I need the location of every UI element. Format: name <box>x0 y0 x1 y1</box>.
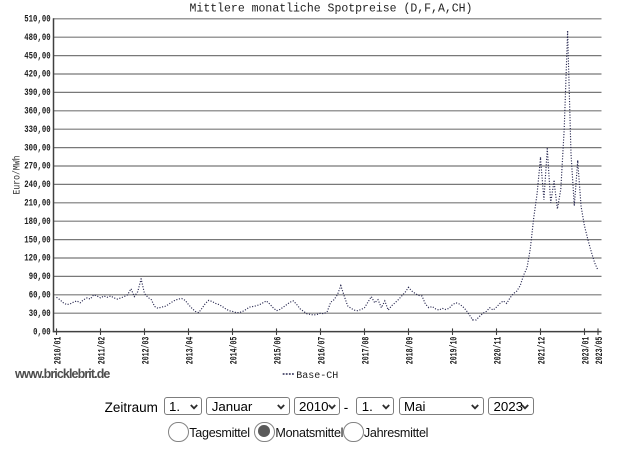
svg-text:Base-CH: Base-CH <box>296 371 338 382</box>
svg-text:390,00: 390,00 <box>24 88 50 99</box>
svg-text:120,00: 120,00 <box>24 254 50 265</box>
svg-text:60,00: 60,00 <box>29 291 51 302</box>
svg-text:330,00: 330,00 <box>24 125 50 136</box>
svg-text:30,00: 30,00 <box>29 309 51 320</box>
svg-text:240,00: 240,00 <box>24 180 50 191</box>
svg-text:2012/03: 2012/03 <box>141 337 153 365</box>
svg-text:2021/12: 2021/12 <box>537 337 549 365</box>
svg-text:2023/01: 2023/01 <box>581 337 593 365</box>
svg-text:0,00: 0,00 <box>33 327 51 338</box>
svg-text:2014/05: 2014/05 <box>229 337 241 365</box>
svg-text:360,00: 360,00 <box>24 107 50 118</box>
svg-text:300,00: 300,00 <box>24 143 50 154</box>
svg-text:2019/10: 2019/10 <box>449 337 461 365</box>
svg-text:2023/05: 2023/05 <box>594 337 606 365</box>
svg-text:2017/08: 2017/08 <box>361 337 373 365</box>
svg-text:420,00: 420,00 <box>24 70 50 81</box>
svg-text:510,00: 510,00 <box>24 15 50 26</box>
svg-text:2018/09: 2018/09 <box>405 337 417 365</box>
svg-text:2020/11: 2020/11 <box>493 337 505 365</box>
svg-text:Euro/MWh: Euro/MWh <box>12 156 24 195</box>
svg-text:180,00: 180,00 <box>24 217 50 228</box>
svg-text:480,00: 480,00 <box>24 33 50 44</box>
svg-text:2010/01: 2010/01 <box>53 337 65 365</box>
svg-text:2015/06: 2015/06 <box>273 337 285 365</box>
svg-text:2011/02: 2011/02 <box>97 337 109 365</box>
svg-text:Mittlere monatliche Spotpreise: Mittlere monatliche Spotpreise (D,F,A,CH… <box>190 3 473 16</box>
svg-text:2016/07: 2016/07 <box>317 337 329 365</box>
svg-text:270,00: 270,00 <box>24 162 50 173</box>
svg-text:450,00: 450,00 <box>24 51 50 62</box>
svg-text:2013/04: 2013/04 <box>185 337 197 365</box>
svg-text:210,00: 210,00 <box>24 199 50 210</box>
svg-text:90,00: 90,00 <box>29 272 51 283</box>
svg-text:150,00: 150,00 <box>24 235 50 246</box>
